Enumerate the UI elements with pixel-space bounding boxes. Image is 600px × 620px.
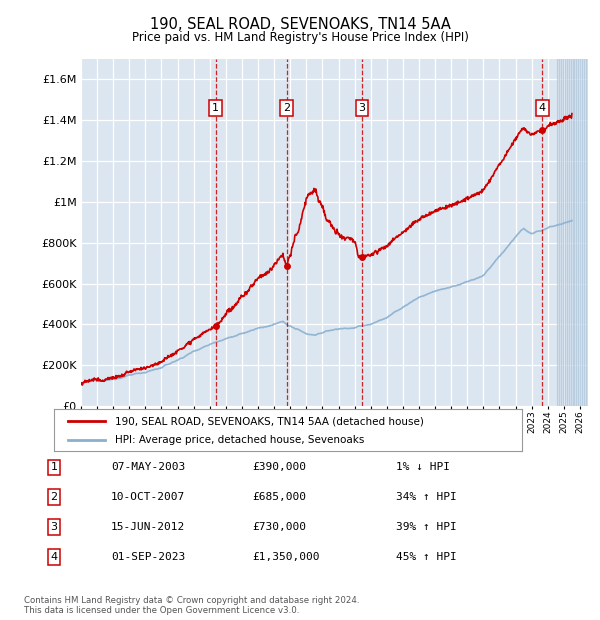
Text: HPI: Average price, detached house, Sevenoaks: HPI: Average price, detached house, Seve… (115, 435, 364, 445)
Text: £390,000: £390,000 (252, 463, 306, 472)
Text: Price paid vs. HM Land Registry's House Price Index (HPI): Price paid vs. HM Land Registry's House … (131, 31, 469, 44)
Text: 01-SEP-2023: 01-SEP-2023 (111, 552, 185, 562)
Text: 190, SEAL ROAD, SEVENOAKS, TN14 5AA (detached house): 190, SEAL ROAD, SEVENOAKS, TN14 5AA (det… (115, 416, 424, 426)
Text: 1% ↓ HPI: 1% ↓ HPI (396, 463, 450, 472)
Text: Contains HM Land Registry data © Crown copyright and database right 2024.
This d: Contains HM Land Registry data © Crown c… (24, 596, 359, 615)
Text: £1,350,000: £1,350,000 (252, 552, 320, 562)
Text: 1: 1 (212, 103, 219, 113)
Text: £685,000: £685,000 (252, 492, 306, 502)
Text: 10-OCT-2007: 10-OCT-2007 (111, 492, 185, 502)
Text: 2: 2 (283, 103, 290, 113)
Text: 4: 4 (539, 103, 546, 113)
Text: 15-JUN-2012: 15-JUN-2012 (111, 522, 185, 532)
Text: £730,000: £730,000 (252, 522, 306, 532)
Text: 1: 1 (50, 463, 58, 472)
Text: 3: 3 (359, 103, 365, 113)
Text: 3: 3 (50, 522, 58, 532)
Text: 07-MAY-2003: 07-MAY-2003 (111, 463, 185, 472)
Text: 2: 2 (50, 492, 58, 502)
Text: 45% ↑ HPI: 45% ↑ HPI (396, 552, 457, 562)
Text: 34% ↑ HPI: 34% ↑ HPI (396, 492, 457, 502)
Text: 39% ↑ HPI: 39% ↑ HPI (396, 522, 457, 532)
Bar (557, 59, 588, 406)
Text: 190, SEAL ROAD, SEVENOAKS, TN14 5AA: 190, SEAL ROAD, SEVENOAKS, TN14 5AA (149, 17, 451, 32)
Text: 4: 4 (50, 552, 58, 562)
